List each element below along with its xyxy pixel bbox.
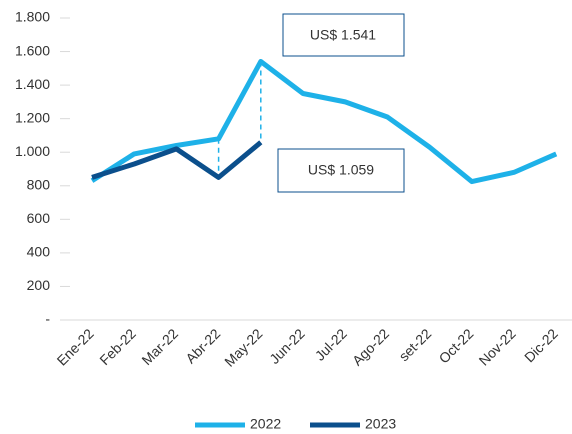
y-tick-label: 1.600 <box>15 42 50 58</box>
y-tick-label: 600 <box>27 210 51 226</box>
legend-label: 2023 <box>365 416 396 432</box>
annotation: US$ 1.541 <box>310 27 376 43</box>
y-tick-label: 1.000 <box>15 143 50 159</box>
x-tick-label: Dic-22 <box>521 325 561 365</box>
line-series <box>91 140 263 180</box>
annotation: US$ 1.059 <box>308 162 374 178</box>
x-tick-label: Oct-22 <box>436 325 477 366</box>
x-tick-label: May-22 <box>221 325 265 369</box>
x-tick-label: Feb-22 <box>96 325 139 368</box>
line-series <box>90 58 558 185</box>
x-tick-label: Abr-22 <box>182 325 223 366</box>
legend-label: 2022 <box>250 416 281 432</box>
x-tick-label: Ago-22 <box>349 325 392 368</box>
y-tick-label: 800 <box>27 176 51 192</box>
annotation-box <box>277 148 405 193</box>
x-tick-label: Ene-22 <box>53 325 96 368</box>
x-tick-label: Mar-22 <box>138 325 181 368</box>
y-tick-label: 1.400 <box>15 76 50 92</box>
x-tick-label: Nov-22 <box>476 325 519 368</box>
x-tick-label: Jul-22 <box>312 325 350 363</box>
y-tick-label: - <box>45 311 50 327</box>
annotation-box <box>282 13 405 57</box>
x-tick-label: Jun-22 <box>266 325 308 367</box>
x-tick-label: set-22 <box>396 325 435 364</box>
y-tick-label: 1.800 <box>15 9 50 25</box>
y-tick-label: 400 <box>27 244 51 260</box>
y-tick-label: 1.200 <box>15 109 50 125</box>
y-tick-label: 200 <box>27 277 51 293</box>
